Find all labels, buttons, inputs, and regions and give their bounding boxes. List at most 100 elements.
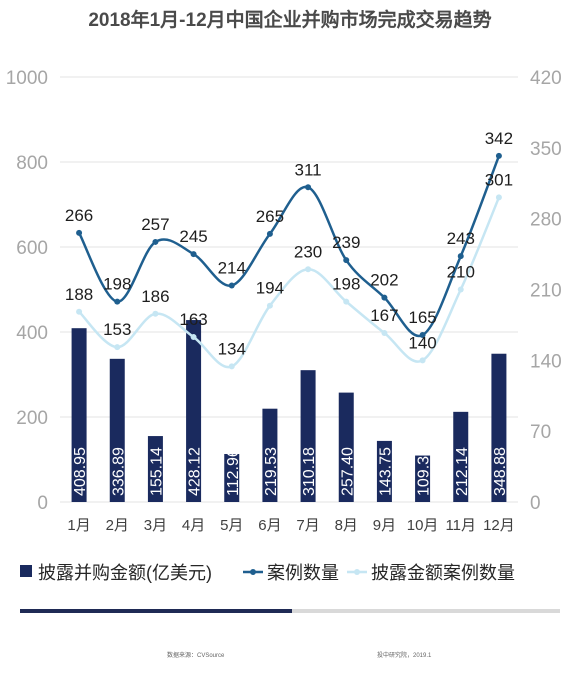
line-point: [152, 310, 159, 317]
bar: [415, 455, 431, 502]
line-point: [266, 302, 273, 309]
bar: [338, 392, 354, 502]
line-data-label: 266: [65, 206, 93, 225]
line-point: [495, 194, 502, 201]
line-data-label: 239: [332, 233, 360, 252]
x-tick-label: 6月: [258, 517, 281, 534]
right-tick-label: 280: [530, 210, 562, 231]
right-tick-label: 0: [530, 493, 541, 514]
left-tick-label: 0: [37, 493, 48, 514]
line-data-label: 257: [141, 215, 169, 234]
left-tick-label: 800: [16, 153, 48, 174]
line-data-label: 153: [103, 320, 131, 339]
right-axis: 0 70 140 210 280 350 420: [530, 68, 562, 514]
bar: [300, 370, 316, 502]
line-data-label: 198: [103, 275, 131, 294]
x-tick-label: 8月: [335, 517, 358, 534]
line-data-label: 214: [218, 258, 246, 277]
line-data-label: 265: [256, 207, 284, 226]
x-tick-label: 9月: [373, 517, 396, 534]
x-tick-label: 7月: [296, 517, 319, 534]
bar: [491, 353, 507, 502]
bar: [109, 358, 125, 502]
line-data-label: 186: [141, 287, 169, 306]
left-tick-label: 400: [16, 323, 48, 344]
line-point: [419, 357, 426, 364]
bar-data-label: 219.53: [263, 447, 280, 496]
line-point: [190, 334, 197, 341]
line-point: [457, 286, 464, 293]
line-point: [305, 184, 312, 191]
legend-swatch-marker: [354, 569, 360, 575]
line-point: [76, 229, 83, 236]
x-tick-label: 2月: [106, 517, 129, 534]
x-tick-label: 12月: [483, 517, 515, 534]
line-point: [305, 266, 312, 273]
line-data-label: 243: [447, 229, 475, 248]
bar-data-label: 109.30: [416, 447, 433, 496]
line-point: [114, 344, 121, 351]
line-data-label: 140: [408, 333, 436, 352]
line-point: [190, 251, 197, 258]
line-point: [228, 363, 235, 370]
line-point: [228, 282, 235, 289]
line-point: [114, 298, 121, 305]
line-point: [381, 330, 388, 337]
bar-series: [71, 320, 507, 502]
line-point: [152, 238, 159, 245]
x-tick-label: 1月: [67, 517, 90, 534]
bar-data-label: 310.18: [301, 447, 318, 496]
line-data-label: 167: [370, 306, 398, 325]
right-tick-label: 140: [530, 351, 562, 372]
line-data-label: 188: [65, 285, 93, 304]
line-data-label: 165: [408, 308, 436, 327]
footer-divider-accent: [20, 609, 292, 613]
line-point: [266, 230, 273, 237]
line-data-label: 210: [447, 263, 475, 282]
bar: [186, 320, 202, 502]
bar: [224, 453, 240, 502]
chart-title: 2018年1月-12月中国企业并购市场完成交易趋势: [88, 10, 492, 31]
bar-data-label: 212.14: [454, 447, 471, 496]
line-data-label: 245: [179, 227, 207, 246]
line-data-label: 301: [485, 170, 513, 189]
left-tick-label: 1000: [6, 68, 48, 89]
bar-data-label: 143.75: [377, 447, 394, 496]
data-source-note: 数据来源：CVSource: [167, 653, 225, 659]
line-data-label: 163: [179, 310, 207, 329]
bar: [376, 440, 392, 502]
bar: [262, 408, 278, 502]
bar-data-label: 348.88: [492, 447, 509, 496]
line-point: [343, 298, 350, 305]
line-point: [76, 308, 83, 315]
bar-data-label: 428.12: [187, 447, 204, 496]
bar: [71, 328, 87, 502]
line-labels: 188 153 186 163 134 194 230 198 167 140 210 301 266 1…: [65, 129, 513, 358]
credit-note: 投中研究院，2019.1: [377, 653, 432, 659]
line-point: [381, 294, 388, 301]
footer-divider: [20, 609, 560, 613]
x-tick-label: 4月: [182, 517, 205, 534]
x-tick-label: 3月: [144, 517, 167, 534]
left-tick-label: 600: [16, 238, 48, 259]
bar-data-label: 112.96: [225, 448, 242, 496]
line-data-label: 202: [370, 271, 398, 290]
legend: 披露并购金额(亿美元) 案例数量 披露金额案例数量: [20, 563, 515, 583]
legend-label: 案例数量: [267, 563, 339, 583]
right-tick-label: 350: [530, 139, 562, 160]
line-data-label: 194: [256, 279, 284, 298]
line-point: [343, 257, 350, 264]
bar-labels: 408.95 336.89 155.14 428.12 112.96 219.53 310.…: [72, 447, 509, 496]
line-data-label: 230: [294, 242, 322, 261]
left-tick-label: 200: [16, 408, 48, 429]
x-tick-label: 5月: [220, 517, 243, 534]
x-tick-label: 10月: [407, 517, 439, 534]
bar-data-label: 336.89: [110, 447, 127, 496]
line-data-label: 198: [332, 275, 360, 294]
line-data-label: 311: [295, 160, 322, 179]
right-tick-label: 210: [530, 281, 562, 302]
bar-data-label: 257.40: [339, 447, 356, 496]
line-point: [419, 332, 426, 339]
line-series: [76, 152, 502, 370]
